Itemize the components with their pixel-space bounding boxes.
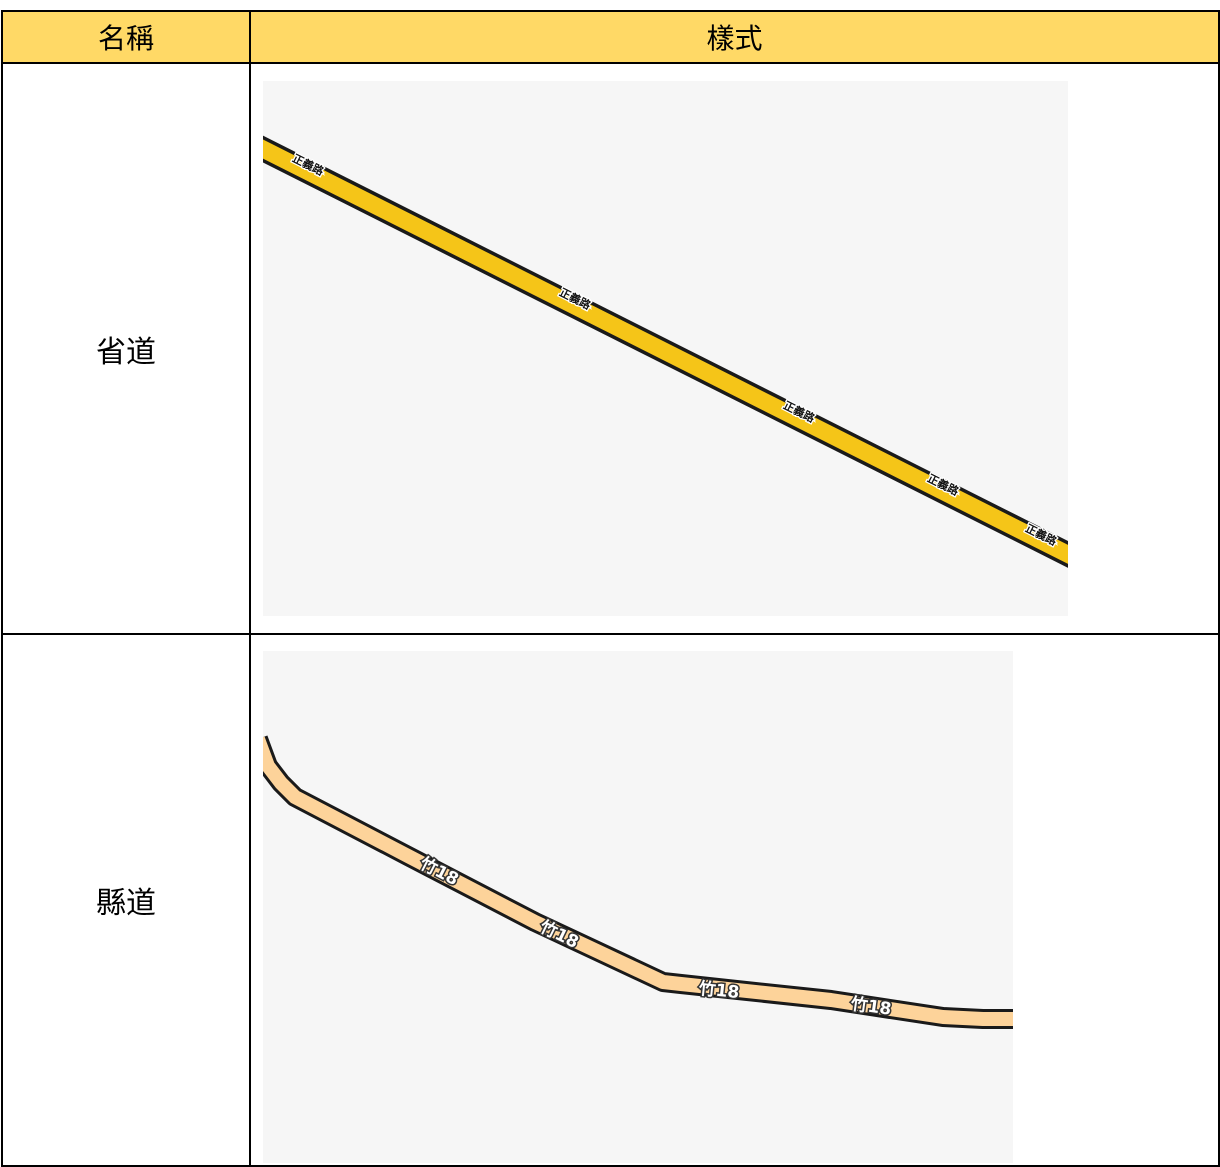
county-road-map: 竹18 竹18 竹18 竹18 — [263, 735, 1013, 1029]
county-road-label: 竹18 — [415, 853, 462, 891]
county-road-label: 竹18 — [848, 993, 892, 1020]
county-road-sample: 竹18 竹18 竹18 竹18 — [263, 651, 1013, 1163]
table-row: 縣道 竹18 竹18 竹18 竹18 — [1, 633, 1220, 1167]
county-road-label: 竹18 — [535, 916, 582, 953]
county-road-fill — [263, 736, 1013, 1026]
header-row: 名稱 樣式 — [1, 10, 1220, 64]
header-style: 樣式 — [249, 10, 1220, 64]
header-name: 名稱 — [1, 10, 251, 64]
road-legend-table: 名稱 樣式 省道 正義路 正義路 正義路 正義路 正義路 縣道 — [1, 10, 1220, 1167]
provincial-road-sample: 正義路 正義路 正義路 正義路 正義路 — [263, 81, 1068, 616]
provincial-road-fill — [263, 139, 1068, 564]
style-cell: 竹18 竹18 竹18 竹18 — [249, 633, 1220, 1167]
table-row: 省道 正義路 正義路 正義路 正義路 正義路 — [1, 62, 1220, 635]
county-road-label: 竹18 — [697, 978, 741, 1003]
road-type-name: 縣道 — [1, 633, 251, 1167]
road-type-name: 省道 — [1, 62, 251, 635]
style-cell: 正義路 正義路 正義路 正義路 正義路 — [249, 62, 1220, 635]
